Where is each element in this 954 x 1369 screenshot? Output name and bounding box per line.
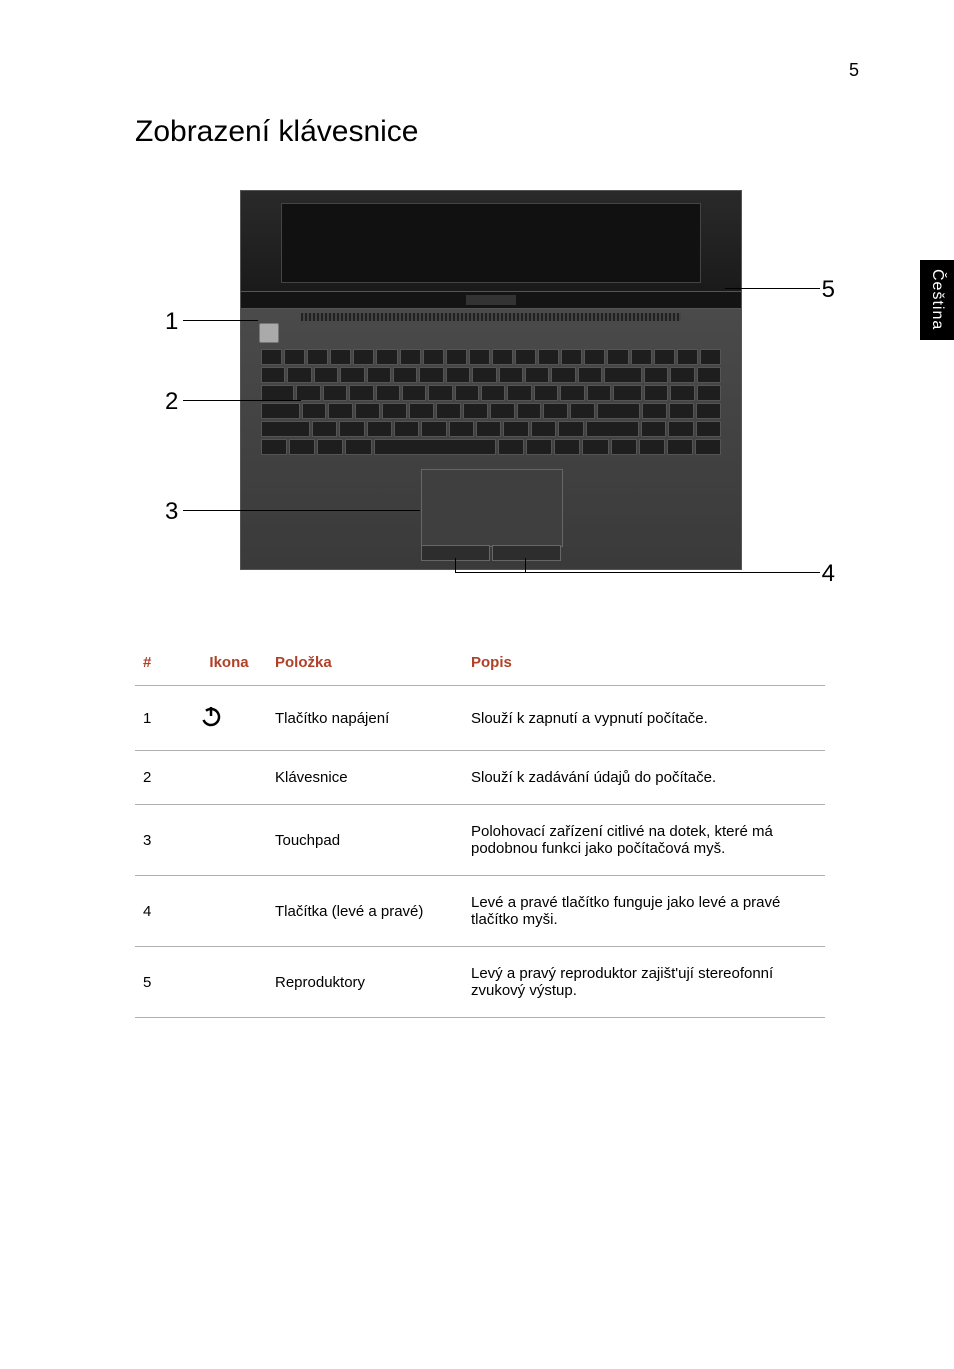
cell-item: Touchpad [267,805,463,876]
cell-item: Klávesnice [267,751,463,805]
hinge-center [466,295,516,305]
callout-4: 4 [822,560,835,588]
callout-2: 2 [165,388,178,416]
cell-desc: Polohovací zařízení citlivé na dotek, kt… [463,805,825,876]
cell-num: 5 [135,947,191,1018]
leader-line [725,288,820,289]
keyboard-row [261,439,721,455]
keyboard-view-figure: 1 2 3 4 5 [165,190,835,600]
language-tab-label: Čeština [928,269,946,330]
cell-item: Tlačítka (levé a pravé) [267,876,463,947]
language-tab: Čeština [920,260,954,340]
keyboard-row [261,403,721,419]
keyboard-row [261,421,721,437]
cell-icon [191,876,267,947]
laptop-illustration [240,190,740,570]
leader-line [183,400,301,401]
table-row: 1 Tlačítko napájení Slouží k zapnutí a v… [135,686,825,751]
touchpad-buttons-graphic [421,545,561,561]
callout-5: 5 [822,276,835,304]
page-number: 5 [849,60,859,81]
table-row: 2 Klávesnice Slouží k zadávání údajů do … [135,751,825,805]
cell-desc: Slouží k zapnutí a vypnutí počítače. [463,686,825,751]
cell-num: 3 [135,805,191,876]
keyboard-row [261,367,721,383]
cell-num: 2 [135,751,191,805]
cell-icon [191,751,267,805]
page: 5 Čeština Zobrazení klávesnice [0,0,954,1369]
cell-item: Reproduktory [267,947,463,1018]
cell-icon [191,805,267,876]
page-title: Zobrazení klávesnice [135,115,418,149]
cell-desc: Levé a pravé tlačítko funguje jako levé … [463,876,825,947]
laptop-lid-inner [281,203,701,283]
cell-num: 1 [135,686,191,751]
cell-icon [191,686,267,751]
cell-num: 4 [135,876,191,947]
callout-1: 1 [165,308,178,336]
laptop-hinge [240,292,742,308]
keyboard-row [261,385,721,401]
leader-line [525,558,526,572]
laptop-base [240,308,742,570]
header-item: Položka [267,640,463,686]
table-row: 3 Touchpad Polohovací zařízení citlivé n… [135,805,825,876]
cell-desc: Levý a pravý reproduktor zajišt'ují ster… [463,947,825,1018]
table-row: 4 Tlačítka (levé a pravé) Levé a pravé t… [135,876,825,947]
table-header-row: # Ikona Položka Popis [135,640,825,686]
callout-3: 3 [165,498,178,526]
leader-line [455,558,456,572]
cell-icon [191,947,267,1018]
touchpad-graphic [421,469,563,547]
header-icon: Ikona [191,640,267,686]
power-icon [199,704,223,728]
laptop-lid [240,190,742,292]
table-row: 5 Reproduktory Levý a pravý reproduktor … [135,947,825,1018]
leader-line [455,572,820,573]
components-table: # Ikona Položka Popis 1 Tlačítko napájen… [135,640,825,1018]
power-button-graphic [259,323,279,343]
header-num: # [135,640,191,686]
cell-item: Tlačítko napájení [267,686,463,751]
cell-desc: Slouží k zadávání údajů do počítače. [463,751,825,805]
header-desc: Popis [463,640,825,686]
leader-line [183,510,420,511]
leader-line [183,320,258,321]
keyboard-row [261,349,721,365]
speaker-bar [301,313,681,321]
